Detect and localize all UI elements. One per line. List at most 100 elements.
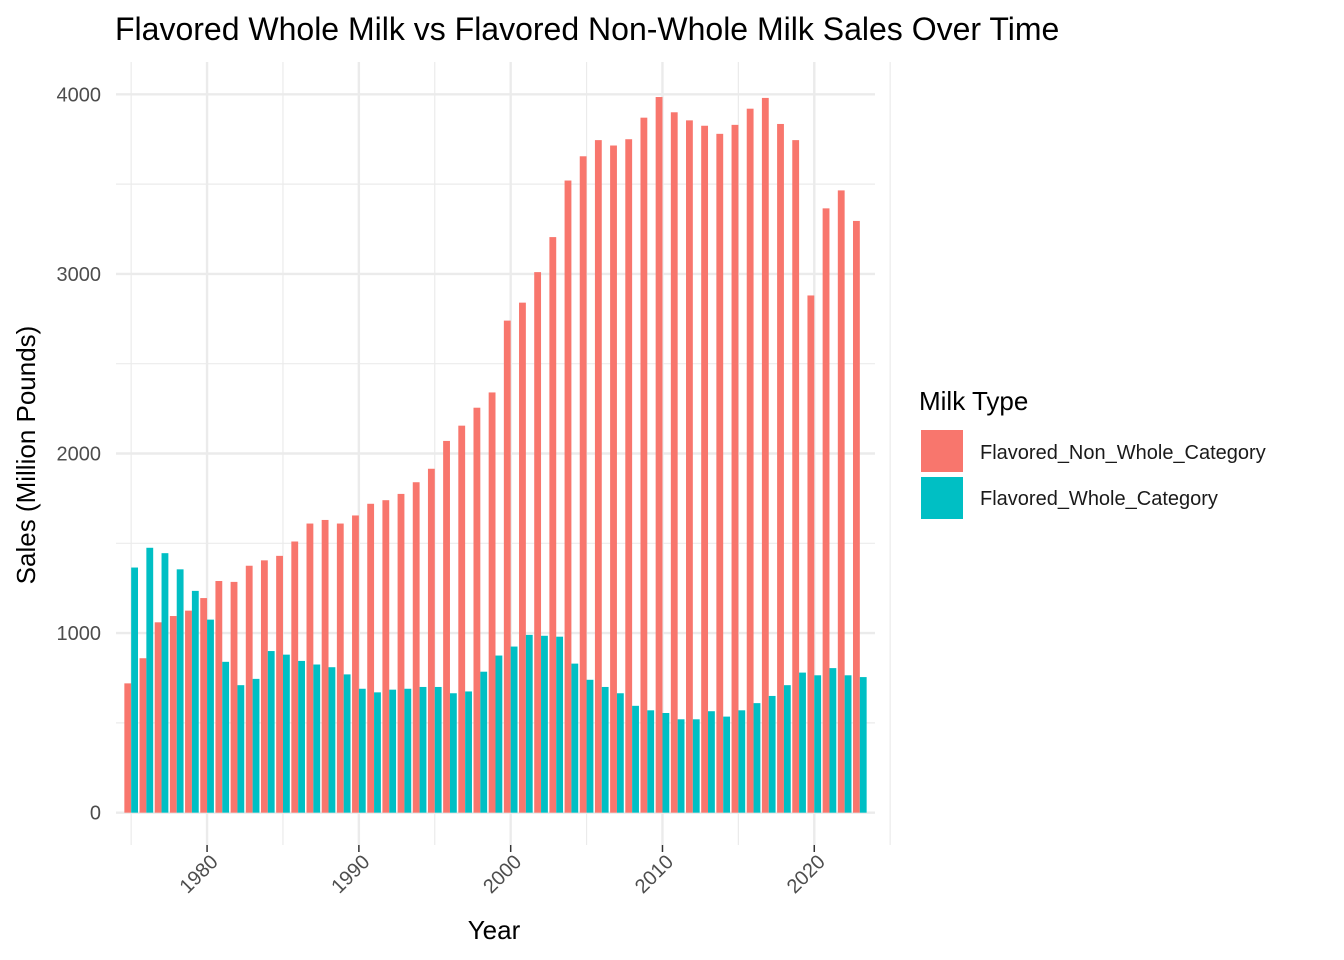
legend-label-non-whole: Flavored_Non_Whole_Category [980, 442, 1266, 464]
bar-whole [601, 686, 609, 813]
bar-non-whole [352, 515, 359, 813]
bar-whole [358, 688, 366, 813]
y-axis: 0 1000 2000 3000 4000 [57, 84, 102, 824]
bar-non-whole [215, 581, 223, 813]
legend-item-whole: Flavored_Whole_Category [921, 477, 1218, 519]
bar-whole [374, 692, 381, 813]
x-tick-label: 2010 [631, 851, 678, 898]
bar-whole [237, 685, 245, 813]
bar-non-whole [761, 97, 769, 813]
bar-non-whole [655, 97, 663, 813]
bar-non-whole [185, 610, 192, 813]
bar-whole [541, 635, 548, 813]
bar-whole [404, 688, 412, 813]
bar-whole [708, 711, 715, 813]
bar-non-whole [260, 560, 268, 813]
bar-whole [510, 646, 518, 813]
bar-non-whole [473, 407, 481, 813]
legend-swatch-whole [921, 477, 963, 519]
bar-non-whole [321, 519, 329, 813]
bar-non-whole [686, 120, 693, 813]
bar-whole [495, 655, 503, 813]
bar-non-whole [169, 616, 177, 813]
bar-non-whole [382, 500, 390, 813]
bar-non-whole [837, 190, 845, 813]
bar-whole [328, 667, 336, 813]
bar-whole [814, 675, 822, 813]
bar-whole [677, 719, 685, 813]
bar-non-whole [230, 581, 238, 813]
bar-non-whole [670, 112, 678, 813]
bar-whole [647, 710, 655, 813]
y-tick-label: 2000 [57, 444, 102, 466]
bar-whole [161, 553, 169, 813]
bar-whole [252, 678, 260, 813]
bar-non-whole [276, 555, 283, 813]
bar-whole [465, 691, 472, 813]
bar-non-whole [701, 125, 709, 813]
bar-non-whole [503, 320, 511, 813]
bar-non-whole [124, 683, 132, 813]
bar-whole [692, 719, 700, 813]
bar-non-whole [519, 302, 526, 813]
bar-non-whole [731, 124, 739, 813]
bar-non-whole [792, 140, 800, 813]
bar-non-whole [852, 220, 860, 813]
bar-non-whole [822, 208, 830, 813]
x-tick-label: 2000 [479, 851, 526, 898]
bar-whole [662, 713, 670, 813]
bar-whole [632, 705, 639, 813]
bar-whole [799, 672, 806, 813]
bar-non-whole [534, 272, 542, 813]
bar-whole [616, 693, 624, 813]
bar-non-whole [397, 493, 405, 813]
bar-whole [768, 695, 776, 813]
legend-label-whole: Flavored_Whole_Category [980, 488, 1218, 510]
bar-whole [738, 710, 746, 813]
bar-non-whole [306, 523, 314, 813]
bar-whole [222, 661, 230, 813]
bar-whole [783, 685, 791, 813]
legend: Milk Type Flavored_Non_Whole_Category Fl… [919, 386, 1266, 519]
x-tick-label: 1980 [176, 851, 223, 898]
bar-whole [556, 636, 564, 813]
legend-swatch-non-whole [921, 430, 963, 472]
bar-whole [207, 619, 214, 813]
legend-title: Milk Type [919, 386, 1028, 416]
bar-non-whole [610, 145, 617, 813]
bar-whole [449, 693, 457, 813]
bar-whole [571, 663, 579, 813]
bar-whole [389, 689, 397, 813]
bar-non-whole [746, 108, 754, 813]
bar-whole [586, 679, 594, 813]
y-tick-label: 0 [90, 803, 101, 825]
bar-non-whole [579, 156, 587, 813]
x-axis-label: Year [468, 915, 521, 945]
legend-item-non-whole: Flavored_Non_Whole_Category [921, 430, 1266, 472]
bar-non-whole [625, 139, 633, 813]
bar-non-whole [777, 123, 784, 813]
bar-whole [753, 703, 761, 813]
bar-non-whole [427, 468, 435, 813]
bar-non-whole [458, 425, 466, 813]
bar-whole [419, 686, 427, 813]
bar-non-whole [139, 658, 147, 813]
bar-non-whole [367, 503, 375, 813]
bar-whole [267, 651, 275, 813]
bar-whole [282, 654, 290, 813]
bar-whole [844, 675, 852, 813]
bar-whole [313, 664, 321, 813]
bar-non-whole [807, 295, 815, 813]
bar-non-whole [291, 541, 299, 813]
x-axis: 1980 1990 2000 2010 2020 [176, 845, 830, 898]
bar-non-whole [245, 565, 253, 813]
bar-non-whole [412, 482, 420, 813]
bar-non-whole [594, 140, 602, 813]
bar-whole [146, 547, 154, 813]
bar-non-whole [716, 133, 724, 813]
bar-non-whole [640, 117, 648, 813]
bar-whole [829, 668, 837, 813]
bar-whole [131, 567, 139, 813]
bar-non-whole [200, 598, 208, 813]
